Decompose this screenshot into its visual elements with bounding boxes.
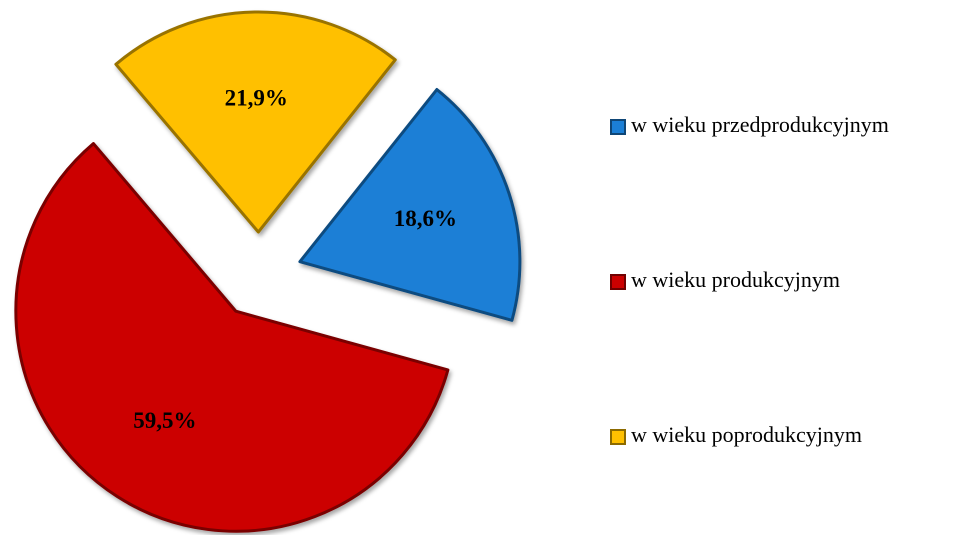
legend-marker bbox=[610, 429, 626, 445]
value-label: 59,5% bbox=[133, 408, 196, 433]
legend-label: w wieku produkcyjnym bbox=[631, 267, 840, 292]
legend-label: w wieku przedprodukcyjnym bbox=[631, 112, 889, 137]
legend-marker bbox=[610, 274, 626, 290]
pie-slice bbox=[298, 88, 522, 322]
legend-label: w wieku poprodukcyjnym bbox=[631, 422, 862, 447]
value-label: 21,9% bbox=[225, 85, 288, 110]
pie-slice bbox=[14, 142, 450, 533]
pie-slice bbox=[114, 10, 397, 234]
legend-marker bbox=[610, 119, 626, 135]
value-label: 18,6% bbox=[394, 206, 457, 231]
